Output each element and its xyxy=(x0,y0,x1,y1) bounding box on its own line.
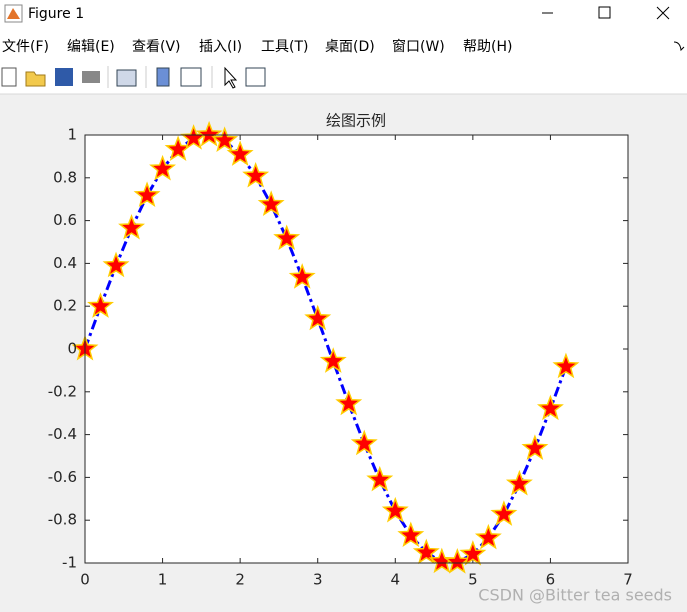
y-tick-label: 0.4 xyxy=(53,254,77,272)
x-tick-label: 3 xyxy=(313,571,323,589)
app-icon xyxy=(4,4,23,23)
colorbar-icon[interactable] xyxy=(156,67,170,87)
pointer-icon[interactable] xyxy=(224,66,238,89)
y-tick-label: 1 xyxy=(67,126,77,144)
marker xyxy=(412,538,440,565)
property-icon[interactable] xyxy=(245,67,266,87)
marker xyxy=(226,140,254,166)
x-tick-label: 1 xyxy=(158,571,168,589)
plot xyxy=(71,120,629,574)
legend-icon[interactable] xyxy=(180,67,202,87)
marker xyxy=(521,434,549,460)
menu-item[interactable]: 插入(I) xyxy=(199,39,242,55)
axes-background xyxy=(85,135,628,563)
marker xyxy=(505,469,533,496)
menu-item[interactable]: 文件(F) xyxy=(2,39,49,55)
marker xyxy=(242,161,270,188)
x-tick-label: 4 xyxy=(391,571,401,589)
menu-item[interactable]: 桌面(D) xyxy=(325,39,375,55)
link-icon[interactable] xyxy=(116,69,137,87)
y-tick-label: -0.8 xyxy=(48,511,77,529)
y-tick-label: -0.4 xyxy=(48,425,77,443)
marker xyxy=(288,263,316,289)
marker xyxy=(195,120,223,147)
save-icon[interactable] xyxy=(55,68,73,86)
marker xyxy=(211,126,239,153)
menu-item[interactable]: 窗口(W) xyxy=(392,38,445,55)
marker xyxy=(133,181,161,208)
marker xyxy=(257,190,285,216)
x-tick-label: 2 xyxy=(235,571,245,589)
marker xyxy=(459,540,487,566)
marker xyxy=(552,352,580,379)
x-tick-label: 6 xyxy=(546,571,556,589)
menu-bar: 文件(F) 编辑(E) 查看(V) 插入(I) 工具(T) 桌面(D) 窗口(W) 帮助(H) xyxy=(2,38,512,55)
window-controls[interactable] xyxy=(542,6,670,20)
y-tick-label: -0.2 xyxy=(48,382,77,400)
marker xyxy=(474,523,502,550)
marker xyxy=(149,154,177,181)
axes-box xyxy=(84,134,629,564)
marker xyxy=(118,213,145,240)
marker xyxy=(536,394,564,421)
marker xyxy=(304,304,332,331)
toolbar xyxy=(1,66,266,89)
print-icon[interactable] xyxy=(82,71,100,83)
y-tick-label: 0 xyxy=(67,340,77,358)
marker xyxy=(397,521,425,548)
x-tick-label: 7 xyxy=(623,571,633,589)
marker xyxy=(350,429,378,456)
marker xyxy=(490,500,518,526)
menu-item[interactable]: 工具(T) xyxy=(261,39,308,55)
marker xyxy=(443,547,471,574)
new-icon[interactable] xyxy=(1,67,17,87)
window-title: Figure 1 xyxy=(28,6,84,22)
y-tick-label: -0.6 xyxy=(48,468,77,486)
x-tick-label: 0 xyxy=(80,571,90,589)
marker xyxy=(335,389,363,416)
marker xyxy=(319,347,347,373)
y-tick-label: -1 xyxy=(62,554,77,572)
chrome xyxy=(0,0,687,94)
menu-item[interactable]: 编辑(E) xyxy=(67,39,115,55)
marker xyxy=(87,292,114,318)
dock-arrow[interactable] xyxy=(673,41,685,52)
open-icon[interactable] xyxy=(25,71,46,87)
chart-title: 绘图示例 xyxy=(326,112,386,130)
menu-item[interactable]: 帮助(H) xyxy=(463,39,512,55)
marker xyxy=(273,224,301,251)
y-tick-label: 0.8 xyxy=(53,168,77,186)
y-tick-label: 0.6 xyxy=(53,211,77,229)
x-tick-label: 5 xyxy=(468,571,478,589)
marker xyxy=(102,251,130,278)
marker xyxy=(366,465,394,492)
watermark: CSDN @Bitter tea seeds xyxy=(478,586,672,605)
marker xyxy=(381,496,409,523)
menu-item[interactable]: 查看(V) xyxy=(132,39,181,55)
y-tick-label: 0.2 xyxy=(53,297,77,315)
